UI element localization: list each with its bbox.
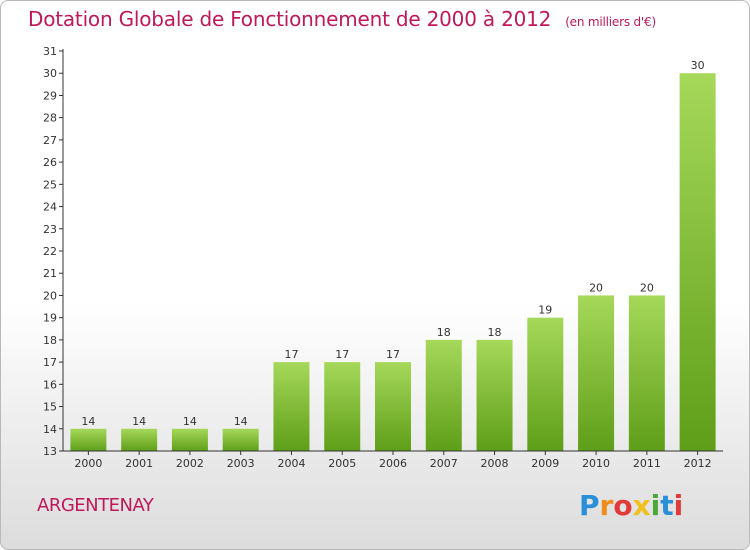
x-tick-label: 2000 [74, 457, 102, 470]
data-label-2005: 17 [335, 348, 349, 361]
proxiti-logo[interactable]: Proxiti [579, 489, 683, 522]
y-tick-label: 26 [43, 156, 57, 169]
y-tick-label: 20 [43, 289, 57, 302]
x-tick-label: 2010 [582, 457, 610, 470]
y-tick-label: 27 [43, 134, 57, 147]
chart-title-row: Dotation Globale de Fonctionnement de 20… [28, 7, 656, 31]
bar-2003 [222, 428, 259, 451]
x-tick-label: 2002 [176, 457, 204, 470]
y-tick-label: 28 [43, 112, 57, 125]
bars-group: 14 14 14 14 17 17 17 18 18 19 20 20 30 [70, 59, 716, 451]
data-label-2009: 19 [538, 304, 552, 317]
x-tick-label: 2008 [481, 457, 509, 470]
x-tick-label: 2011 [633, 457, 661, 470]
commune-name: ARGENTENAY [37, 495, 154, 516]
y-tick-label: 31 [43, 45, 57, 58]
data-label-2011: 20 [640, 281, 654, 294]
x-axis-ticks: 2000 2001 2002 2003 2004 2005 2006 2007 2008 2009… [74, 451, 712, 470]
bar-2001 [121, 428, 158, 451]
y-tick-label: 30 [43, 67, 57, 80]
y-tick-label: 21 [43, 267, 57, 280]
bar-2011 [628, 295, 665, 451]
x-tick-label: 2007 [430, 457, 458, 470]
y-tick-label: 25 [43, 178, 57, 191]
data-label-2002: 14 [183, 415, 197, 428]
x-tick-label: 2004 [277, 457, 305, 470]
bar-2009 [527, 317, 564, 451]
x-tick-label: 2005 [328, 457, 356, 470]
logo-letter: t [660, 489, 674, 522]
y-tick-label: 22 [43, 245, 57, 258]
y-tick-label: 17 [43, 356, 57, 369]
data-label-2006: 17 [386, 348, 400, 361]
bar-2007 [425, 339, 462, 451]
data-label-2003: 14 [234, 415, 248, 428]
y-tick-label: 15 [43, 401, 57, 414]
chart-title: Dotation Globale de Fonctionnement de 20… [28, 7, 552, 31]
bar-2000 [70, 428, 107, 451]
logo-letter: P [579, 489, 600, 522]
y-tick-label: 23 [43, 223, 57, 236]
bar-2005 [324, 362, 361, 451]
y-tick-label: 24 [43, 201, 57, 214]
logo-letter: i [673, 489, 684, 522]
data-label-2008: 18 [488, 326, 502, 339]
data-label-2007: 18 [437, 326, 451, 339]
x-tick-label: 2003 [227, 457, 255, 470]
y-tick-label: 29 [43, 89, 57, 102]
y-axis-ticks: 13 14 15 16 17 18 19 20 21 22 23 24 25 26 27 28 29 30 31 [43, 45, 63, 458]
logo-letter: i [650, 489, 661, 522]
y-tick-label: 18 [43, 334, 57, 347]
bar-2004 [273, 362, 310, 451]
x-tick-label: 2001 [125, 457, 153, 470]
x-tick-label: 2009 [531, 457, 559, 470]
bar-2008 [476, 339, 513, 451]
data-label-2001: 14 [132, 415, 146, 428]
chart-subtitle: (en milliers d'€) [565, 15, 656, 29]
data-label-2000: 14 [81, 415, 95, 428]
bar-2006 [375, 362, 411, 451]
y-tick-label: 13 [43, 445, 57, 458]
bar-2012 [679, 73, 716, 451]
bar-2010 [578, 295, 615, 451]
x-tick-label: 2006 [379, 457, 407, 470]
x-tick-label: 2012 [684, 457, 712, 470]
bar-2002 [171, 428, 208, 451]
data-label-2004: 17 [284, 348, 298, 361]
logo-letter: x [632, 489, 651, 522]
y-tick-label: 19 [43, 312, 57, 325]
logo-letter: o [613, 489, 633, 522]
y-tick-label: 16 [43, 378, 57, 391]
logo-letter: r [599, 489, 614, 522]
y-tick-label: 14 [43, 423, 57, 436]
data-label-2010: 20 [589, 281, 603, 294]
data-label-2012: 30 [691, 59, 705, 72]
